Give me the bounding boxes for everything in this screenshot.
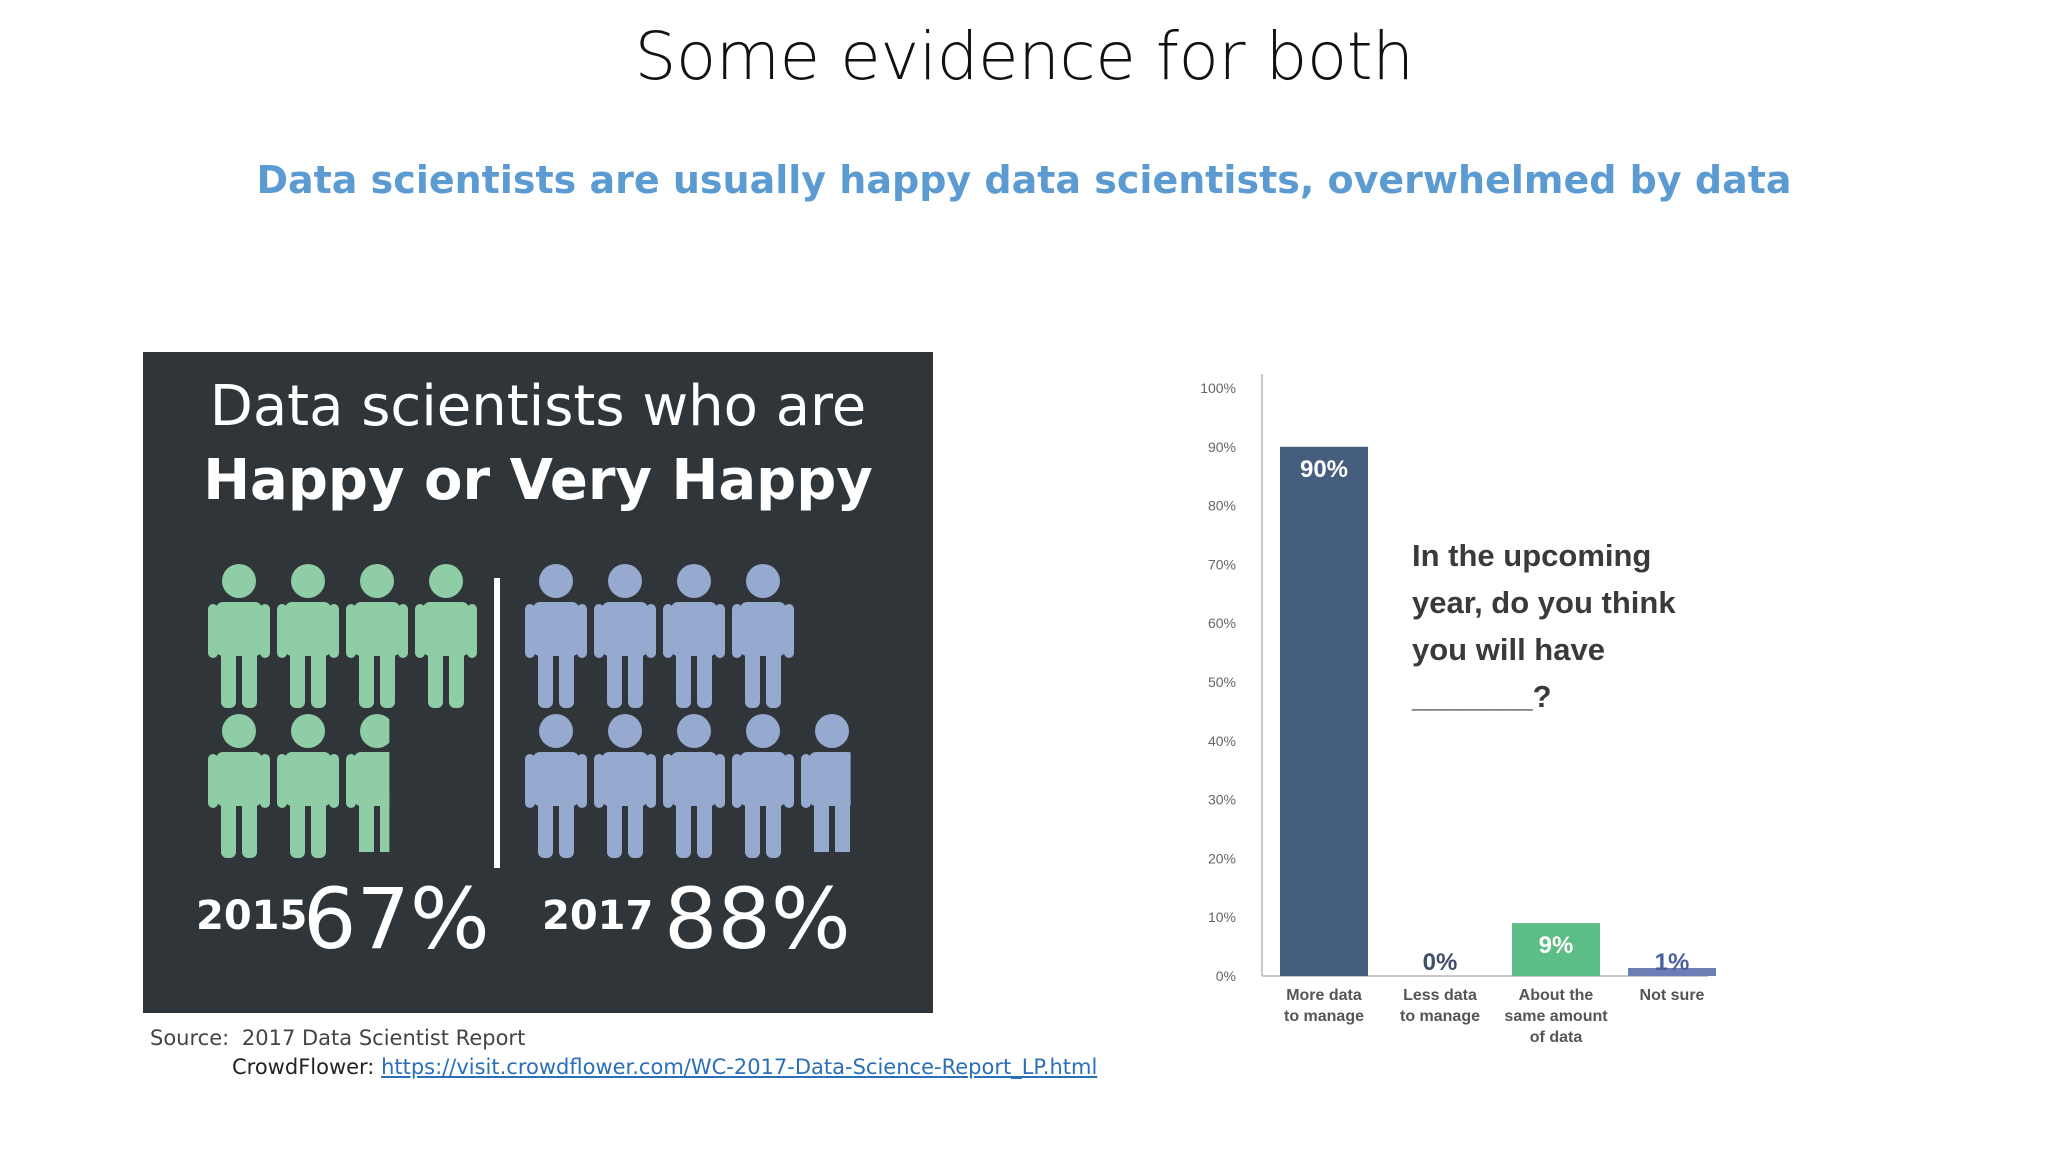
source-citation: Source: 2017 Data Scientist Report Crowd… — [150, 1024, 1097, 1082]
y-tick-label: 80% — [1208, 498, 1236, 514]
y-tick-label: 30% — [1208, 792, 1236, 808]
source-label: Source: — [150, 1026, 230, 1050]
happy-2017-person-icon — [594, 714, 656, 858]
people-icons — [208, 564, 851, 858]
x-category-label: of data — [1530, 1029, 1583, 1046]
bar-value-label: 9% — [1539, 932, 1574, 959]
happy-2017-person-icon — [594, 564, 656, 708]
x-category-label: same amount — [1504, 1008, 1608, 1025]
y-tick-label: 50% — [1208, 674, 1236, 690]
y-tick-label: 10% — [1208, 909, 1236, 925]
happiness-infographic: Data scientists who are Happy or Very Ha… — [143, 352, 933, 1013]
x-category-label: to manage — [1400, 1008, 1480, 1025]
y-tick-label: 40% — [1208, 733, 1236, 749]
happy-2017-person-icon — [663, 564, 725, 708]
bar-value-label: 0% — [1423, 949, 1458, 976]
y-tick-label: 90% — [1208, 439, 1236, 455]
infographic-divider — [494, 578, 500, 868]
x-category-label: to manage — [1284, 1008, 1364, 1025]
slide-title: Some evidence for both — [634, 18, 1414, 95]
happy-2017-person-icon — [525, 714, 587, 858]
bar — [1628, 968, 1716, 976]
happy-2017-person-icon — [525, 564, 587, 708]
chart-question-line: you will have — [1412, 632, 1605, 667]
happy-2015-person-icon — [415, 564, 477, 708]
bar — [1512, 923, 1600, 976]
y-tick-label: 100% — [1200, 380, 1236, 396]
year-2015-label: 2015 — [196, 893, 308, 939]
data-volume-bar-chart: 0% 10% 20% 30% 40% 50% 60% 70% 80% 90% 100% 90% More… — [1200, 374, 1716, 1046]
year-2017-label: 2017 — [542, 893, 654, 939]
source-link[interactable]: https://visit.crowdflower.com/WC-2017-Da… — [381, 1055, 1098, 1079]
chart-question-line: In the upcoming — [1412, 538, 1651, 573]
pct-2017-value: 88% — [664, 870, 851, 968]
happy-2015-person-icon — [277, 714, 339, 858]
happy-2015-person-icon — [208, 564, 270, 708]
y-tick-label: 60% — [1208, 615, 1236, 631]
chart-question-line: _______? — [1411, 679, 1552, 714]
happy-2015-person-icon — [346, 564, 408, 708]
happy-2017-person-icon — [732, 564, 794, 708]
y-tick-label: 70% — [1208, 556, 1236, 572]
bar-value-label: 1% — [1655, 949, 1690, 976]
y-tick-label: 20% — [1208, 850, 1236, 866]
source-publisher: CrowdFlower: — [232, 1055, 375, 1079]
happy-2017-person-icon — [663, 714, 725, 858]
infographic-line-2: Happy or Very Happy — [203, 448, 873, 513]
x-category-label: Not sure — [1640, 987, 1705, 1004]
happy-2015-person-icon — [208, 714, 270, 858]
x-category-label: More data — [1286, 987, 1362, 1004]
x-category-label: Less data — [1403, 987, 1477, 1004]
chart-question-line: year, do you think — [1412, 585, 1676, 620]
happy-2015-person-icon — [346, 714, 390, 852]
bar-value-label: 90% — [1300, 456, 1348, 483]
happy-2017-person-icon — [801, 714, 851, 852]
source-report: 2017 Data Scientist Report — [241, 1026, 526, 1050]
pct-2015-value: 67% — [303, 870, 490, 968]
slide-subtitle: Data scientists are usually happy data s… — [256, 158, 1792, 202]
y-tick-label: 0% — [1216, 968, 1236, 984]
happy-2017-person-icon — [732, 714, 794, 858]
bar — [1280, 446, 1368, 976]
x-category-label: About the — [1519, 987, 1594, 1004]
happy-2015-person-icon — [277, 564, 339, 708]
infographic-line-1: Data scientists who are — [209, 374, 867, 439]
